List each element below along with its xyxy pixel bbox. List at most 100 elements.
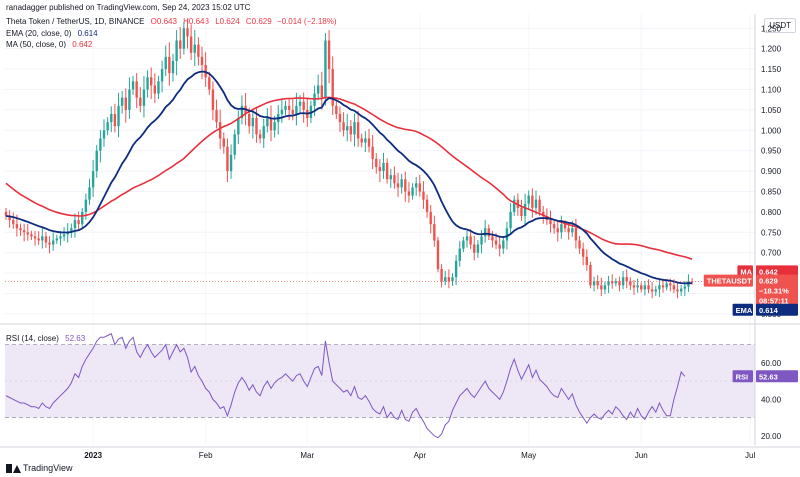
candle-body [291, 109, 294, 114]
ma-legend-label: MA (50, close, 0) [6, 40, 67, 49]
candle-body [240, 105, 244, 119]
candle-body [62, 234, 66, 237]
change-value: −0.014 (−2.18%) [276, 17, 337, 26]
candle-body [182, 28, 186, 49]
ema-legend[interactable]: EMA (20, close, 0) 0.614 [6, 28, 98, 39]
candle-body [200, 56, 204, 66]
candle-body [404, 179, 407, 192]
candle-body [600, 285, 603, 290]
candle-body [560, 224, 563, 233]
candle-body [128, 89, 131, 110]
candle-body [237, 118, 240, 135]
candle-body [538, 199, 541, 212]
candle-body [99, 138, 102, 151]
candle-body [287, 105, 291, 110]
candle-body [494, 240, 498, 245]
rsi-tag: RSI 52.63 [732, 370, 798, 383]
symbol-name: Theta Token / TetherUS, 1D, BINANCE [6, 17, 145, 26]
candle-body [603, 285, 607, 290]
candle-body [298, 101, 302, 106]
price-tick-label: 1.050 [761, 106, 782, 115]
price-tick-label: 1.000 [761, 126, 782, 135]
candle-body [51, 240, 55, 245]
candle-body [66, 232, 69, 235]
time-tick-label: Jul [745, 451, 755, 460]
candle-body [414, 183, 418, 188]
candle-body [665, 283, 668, 288]
ema-20-line [5, 70, 693, 285]
candle-body [669, 283, 672, 286]
candle-body [596, 281, 599, 286]
candle-body [480, 236, 483, 245]
candle-body [320, 85, 324, 98]
candle-body [658, 285, 661, 290]
candle-body [73, 220, 77, 229]
rsi-legend-label: RSI (14, close) [6, 334, 59, 343]
candle-body [95, 150, 98, 172]
candle-body [160, 69, 164, 82]
rsi-legend[interactable]: RSI (14, close) 52.63 [6, 333, 85, 344]
low-value: L0.624 [215, 17, 240, 26]
candle-body [316, 85, 320, 94]
ma-tag-label: MA [740, 267, 752, 276]
price-tick-label: 1.200 [761, 45, 782, 54]
candle-body [636, 285, 639, 288]
candle-body [422, 191, 425, 200]
candle-body [229, 154, 233, 172]
candle-body [4, 211, 8, 216]
rsi-tick-label: 60.00 [761, 359, 782, 368]
candle-body [353, 122, 356, 135]
candle-body [81, 211, 84, 225]
price-tick-label: 0.900 [761, 167, 782, 176]
ma-legend[interactable]: MA (50, close, 0) 0.642 [6, 39, 92, 50]
candle-body [48, 242, 51, 245]
candle-body [84, 199, 88, 212]
rsi-tick-label: 20.00 [761, 432, 782, 441]
ema-tag-value: 0.614 [759, 306, 779, 315]
time-tick-label: May [521, 451, 536, 460]
candle-body [509, 211, 512, 229]
time-tick-label: 2023 [84, 451, 102, 460]
candle-body [364, 138, 367, 143]
price-tag-label-box [703, 274, 753, 287]
candle-body [12, 220, 15, 225]
price-tag-value-box [756, 274, 798, 307]
candle-body [157, 81, 160, 94]
rsi-legend-value: 52.63 [65, 334, 86, 343]
candle-body [295, 105, 298, 114]
candle-body [113, 113, 117, 127]
candle-body [150, 77, 153, 86]
candle-body [331, 69, 334, 106]
price-tick-label: 0.700 [761, 249, 782, 258]
candle-body [120, 97, 124, 106]
candle-body [302, 101, 305, 110]
candle-body [625, 277, 628, 282]
candle-body [338, 113, 342, 123]
candle-body [447, 277, 451, 282]
candle-body [469, 236, 472, 245]
candle-body [55, 238, 59, 241]
candle-body [41, 236, 44, 241]
price-tick-label: 1.100 [761, 85, 782, 94]
candle-body [189, 36, 193, 53]
price-tag-extra: 08:57:11 [759, 297, 789, 306]
candle-body [284, 105, 287, 110]
price-tags: MA 0.642 THETAUSDT 0.629−18.31%08:57:11 EMA 0… [703, 265, 798, 383]
tradingview-footer[interactable]: TradingView [6, 463, 73, 473]
currency-button[interactable]: USDT [764, 18, 796, 33]
ma-tag-value: 0.642 [759, 267, 778, 276]
rsi-tag-value-box [756, 370, 798, 383]
candle-body [393, 175, 396, 184]
price-tag: THETAUSDT 0.629−18.31%08:57:11 [703, 274, 798, 307]
candle-body [218, 122, 222, 139]
rsi-tag-value: 52.63 [759, 372, 778, 381]
candle-body [534, 199, 538, 208]
ema-legend-label: EMA (20, close, 0) [6, 29, 72, 38]
ma-tag: MA 0.642 [737, 265, 798, 278]
candle-body [436, 240, 440, 270]
open-value: O0.643 [150, 17, 177, 26]
candle-body [269, 118, 273, 131]
candle-body [106, 122, 109, 131]
price-tag-label: THETAUSDT [707, 277, 752, 286]
